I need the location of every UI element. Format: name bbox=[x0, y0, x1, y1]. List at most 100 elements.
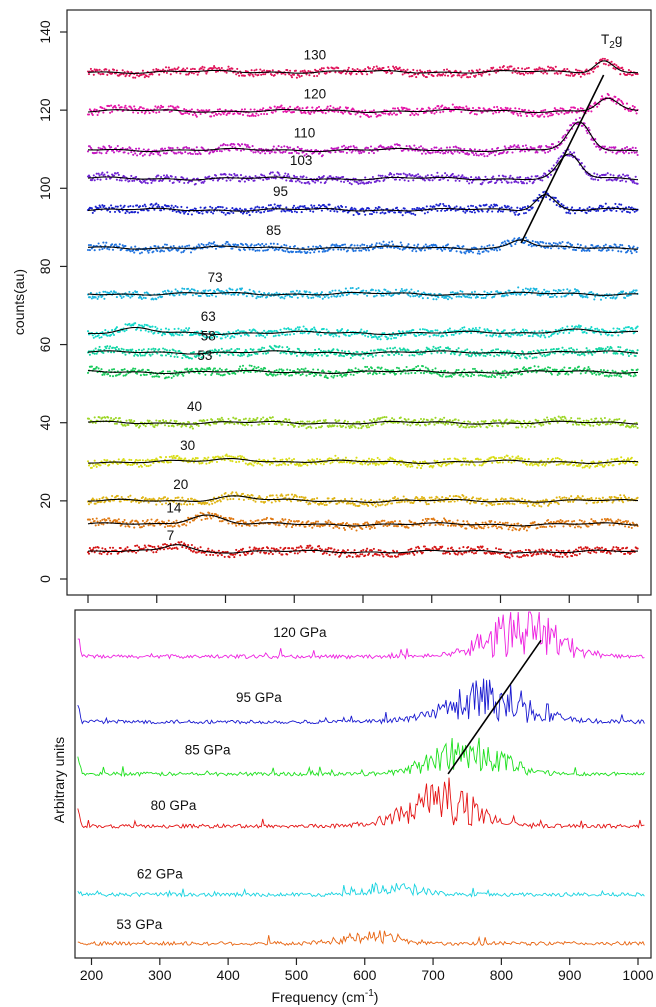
data-point bbox=[243, 333, 246, 336]
data-point bbox=[93, 108, 96, 111]
data-point bbox=[401, 289, 404, 293]
data-point bbox=[628, 246, 631, 249]
data-point bbox=[499, 106, 502, 110]
data-point bbox=[477, 73, 480, 76]
data-point bbox=[196, 177, 199, 180]
data-point bbox=[557, 157, 560, 160]
data-point bbox=[307, 154, 310, 157]
data-point bbox=[301, 332, 304, 335]
data-point bbox=[253, 244, 256, 247]
data-point bbox=[492, 66, 495, 69]
data-point bbox=[571, 206, 574, 209]
data-point bbox=[604, 332, 607, 335]
data-point bbox=[628, 291, 631, 294]
data-point bbox=[448, 146, 451, 149]
data-point bbox=[226, 68, 229, 71]
data-point bbox=[419, 175, 422, 178]
data-point bbox=[547, 290, 551, 293]
data-point bbox=[168, 179, 171, 182]
data-point bbox=[459, 70, 462, 73]
data-point bbox=[548, 149, 552, 152]
data-point bbox=[404, 333, 407, 337]
data-point bbox=[317, 105, 321, 108]
data-point bbox=[127, 152, 130, 155]
data-point bbox=[112, 68, 116, 71]
data-point bbox=[473, 328, 476, 332]
data-point bbox=[124, 75, 127, 78]
data-point bbox=[338, 289, 341, 292]
data-point bbox=[171, 209, 174, 213]
data-point bbox=[488, 73, 491, 76]
data-point bbox=[110, 351, 113, 354]
data-point bbox=[92, 73, 95, 76]
data-point bbox=[516, 176, 519, 179]
data-point bbox=[444, 74, 447, 77]
data-point bbox=[577, 324, 580, 327]
data-point bbox=[308, 74, 311, 77]
data-point bbox=[495, 111, 498, 114]
data-point bbox=[118, 210, 121, 214]
data-point bbox=[486, 244, 489, 248]
data-point bbox=[507, 240, 510, 243]
data-point bbox=[632, 289, 635, 292]
data-point bbox=[536, 151, 539, 154]
data-point bbox=[98, 151, 101, 154]
data-point bbox=[226, 334, 229, 338]
data-point bbox=[342, 150, 345, 153]
data-point bbox=[147, 148, 150, 151]
data-point bbox=[462, 106, 465, 109]
data-point bbox=[487, 209, 490, 212]
data-point bbox=[153, 331, 156, 334]
data-point bbox=[392, 347, 395, 350]
data-point bbox=[364, 213, 367, 216]
data-point bbox=[476, 252, 479, 255]
data-point bbox=[292, 110, 296, 114]
data-point bbox=[214, 247, 218, 250]
data-point bbox=[115, 326, 118, 329]
data-point bbox=[332, 335, 335, 338]
data-point bbox=[128, 211, 131, 214]
data-point bbox=[133, 179, 136, 182]
data-point bbox=[635, 289, 638, 292]
data-point bbox=[453, 175, 456, 178]
data-point bbox=[619, 243, 622, 246]
data-point bbox=[346, 329, 349, 332]
data-point bbox=[285, 179, 288, 182]
data-point bbox=[455, 205, 458, 208]
data-point bbox=[470, 176, 473, 179]
data-point bbox=[612, 296, 615, 299]
data-point bbox=[191, 67, 194, 70]
data-point bbox=[167, 328, 170, 331]
data-point bbox=[217, 205, 220, 208]
data-point bbox=[523, 150, 527, 153]
data-point bbox=[562, 288, 565, 291]
data-point bbox=[131, 179, 134, 182]
data-point bbox=[443, 204, 446, 207]
data-point bbox=[555, 161, 558, 164]
data-point bbox=[390, 337, 393, 340]
data-point bbox=[224, 293, 227, 296]
data-point bbox=[552, 68, 555, 71]
data-point bbox=[131, 348, 134, 351]
data-point bbox=[251, 145, 254, 148]
data-point bbox=[143, 76, 146, 79]
data-point bbox=[628, 211, 631, 214]
top-y-axis-title: counts(au) bbox=[11, 269, 27, 335]
data-point bbox=[335, 334, 338, 337]
data-point bbox=[191, 152, 194, 156]
data-point bbox=[174, 68, 177, 71]
data-point bbox=[493, 295, 496, 298]
data-point bbox=[431, 179, 434, 182]
data-point bbox=[374, 244, 377, 247]
data-point bbox=[189, 68, 193, 71]
data-point bbox=[412, 179, 415, 182]
data-point bbox=[342, 243, 345, 246]
data-point bbox=[94, 347, 97, 350]
data-point bbox=[280, 210, 283, 213]
data-point bbox=[316, 106, 319, 109]
data-point bbox=[421, 297, 424, 300]
data-point bbox=[235, 330, 238, 333]
data-point bbox=[295, 211, 298, 214]
data-point bbox=[293, 176, 296, 179]
data-point bbox=[158, 205, 161, 208]
